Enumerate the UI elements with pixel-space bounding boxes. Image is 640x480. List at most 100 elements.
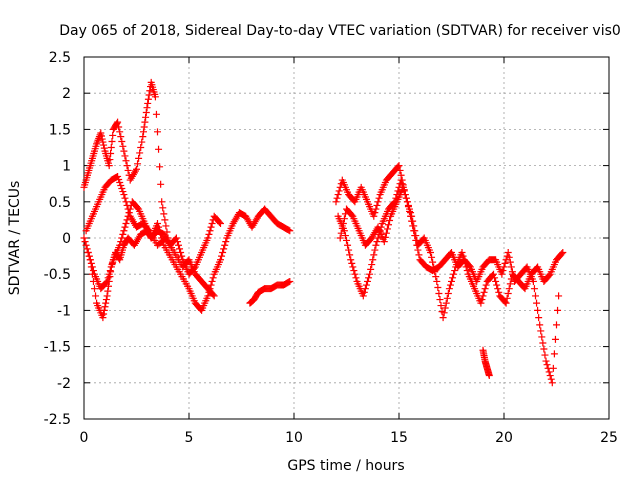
data-point (359, 292, 367, 300)
data-point (381, 233, 389, 241)
data-point (215, 218, 223, 226)
data-point (209, 291, 217, 299)
data-point (100, 141, 108, 149)
data-point (81, 238, 89, 246)
data-point (106, 156, 114, 164)
data-point (144, 95, 152, 103)
data-point (479, 292, 487, 300)
data-point (108, 137, 116, 145)
data-point (207, 223, 215, 231)
data-point (334, 191, 342, 199)
data-point (285, 278, 293, 286)
data-point (495, 288, 503, 296)
data-point (113, 119, 121, 127)
data-point (371, 246, 379, 254)
data-point (134, 204, 142, 212)
series-trace-b (80, 78, 172, 242)
data-point (482, 281, 490, 289)
data-point (134, 160, 142, 168)
data-point (133, 165, 140, 173)
data-point (347, 256, 355, 264)
data-point (91, 285, 98, 293)
data-point (372, 205, 380, 213)
data-point (137, 144, 145, 151)
data-point (178, 252, 186, 260)
data-point (218, 252, 226, 260)
data-point (536, 321, 544, 329)
data-point (118, 185, 126, 193)
data-point (435, 290, 443, 298)
data-point (337, 229, 345, 237)
data-point (370, 251, 378, 259)
data-point (176, 245, 184, 253)
data-point (504, 248, 512, 256)
data-point (374, 198, 382, 206)
data-point (500, 263, 508, 271)
data-point (485, 372, 493, 380)
data-point (412, 236, 420, 244)
data-point (115, 255, 123, 263)
data-point (142, 113, 150, 121)
y-tick-label: 1.5 (49, 122, 71, 138)
data-point (126, 205, 134, 213)
data-point (332, 198, 340, 206)
x-tick-label: 5 (185, 430, 194, 446)
data-point (336, 234, 344, 242)
data-point (121, 194, 129, 202)
data-point (450, 270, 458, 278)
data-point (346, 251, 354, 259)
data-point (172, 234, 180, 242)
data-point (105, 162, 113, 170)
data-point (120, 147, 128, 155)
data-point (348, 211, 356, 219)
data-point (541, 351, 549, 359)
data-point (465, 262, 473, 270)
data-point (407, 212, 415, 220)
data-point (538, 333, 546, 341)
data-point (99, 138, 107, 146)
data-point (103, 292, 111, 300)
data-point (480, 288, 488, 296)
data-point (154, 220, 161, 228)
data-point (369, 256, 377, 264)
data-point (440, 309, 448, 317)
data-points (80, 78, 567, 387)
data-point (107, 263, 115, 271)
data-point (506, 280, 514, 288)
data-point (548, 379, 556, 387)
data-point (162, 222, 170, 230)
data-point (102, 279, 110, 287)
data-point (545, 368, 553, 376)
data-point (559, 248, 567, 256)
data-point (441, 304, 449, 312)
data-point (492, 277, 500, 285)
data-point (138, 138, 146, 146)
data-point (428, 253, 436, 261)
chart-title: Day 065 of 2018, Sidereal Day-to-day VTE… (59, 23, 621, 39)
data-point (140, 128, 147, 136)
y-tick-label: -1 (57, 303, 71, 319)
data-point (366, 270, 374, 278)
data-point (382, 229, 390, 237)
data-point (152, 110, 160, 118)
data-point (207, 281, 215, 289)
x-tick-label: 20 (495, 430, 513, 446)
data-point (439, 314, 447, 322)
data-point (99, 314, 107, 322)
data-point (177, 248, 185, 256)
data-point (505, 253, 513, 261)
data-point (108, 259, 116, 267)
data-point (98, 135, 106, 143)
data-point (119, 230, 127, 238)
data-point (123, 216, 131, 224)
y-tick-label: -2.5 (44, 412, 71, 428)
data-point (220, 245, 228, 253)
data-point (82, 241, 90, 249)
data-point (100, 310, 108, 318)
data-point (116, 241, 124, 249)
data-point (338, 224, 346, 232)
data-point (122, 198, 130, 206)
data-point (370, 212, 378, 220)
series-trace-d (84, 198, 224, 293)
data-point (445, 285, 453, 293)
